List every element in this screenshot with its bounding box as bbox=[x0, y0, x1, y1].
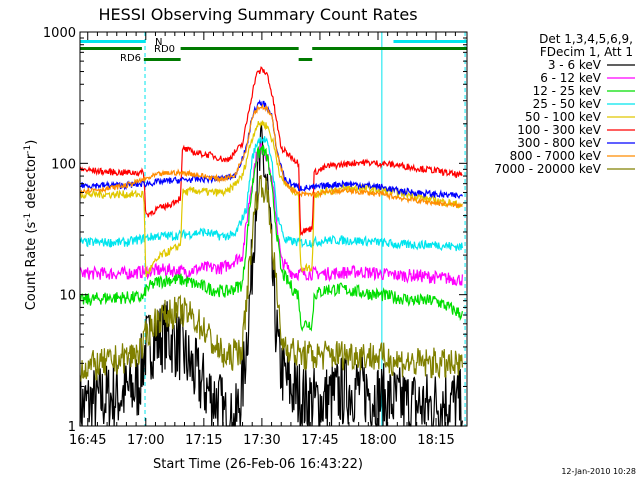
series-line-7 bbox=[79, 103, 463, 209]
flag-n-label: N bbox=[155, 37, 162, 48]
flag-n-bar-0 bbox=[80, 40, 146, 43]
y-axis-label-sup-1: -1 bbox=[23, 213, 33, 222]
y-tick-label-2: 100 bbox=[51, 157, 76, 172]
flag-rd0-label: RD0 bbox=[154, 44, 175, 55]
series-line-3 bbox=[79, 136, 463, 252]
x-axis-label: Start Time (26-Feb-06 16:43:22) bbox=[153, 457, 363, 472]
y-axis-label-mid: detector bbox=[24, 153, 39, 213]
legend-header-line-2: FDecim 1, Att 1 bbox=[540, 45, 633, 59]
series-line-8 bbox=[79, 174, 463, 382]
series-line-1 bbox=[79, 141, 463, 287]
flag-rd0-bar-0 bbox=[80, 47, 142, 50]
y-axis-label-end: ) bbox=[24, 140, 39, 145]
legend-label-7: 800 - 7000 keV bbox=[510, 149, 602, 163]
flag-rd0-bar-1 bbox=[180, 47, 299, 50]
y-axis-label-main: Count Rate (s bbox=[24, 222, 39, 311]
series-line-2 bbox=[79, 144, 463, 332]
y-axis-label: Count Rate (s-1 detector-1) bbox=[23, 140, 39, 311]
y-axis-label-sup-2: -1 bbox=[23, 145, 33, 154]
x-tick-label-1: 17:00 bbox=[127, 433, 164, 448]
x-tick-label-0: 16:45 bbox=[69, 433, 106, 448]
series-line-4 bbox=[79, 120, 463, 278]
series-line-6 bbox=[79, 99, 463, 200]
legend-label-8: 7000 - 20000 keV bbox=[494, 162, 601, 176]
series-line-5 bbox=[79, 66, 463, 237]
plot-frame bbox=[79, 31, 468, 427]
legend-label-0: 3 - 6 keV bbox=[548, 58, 602, 72]
chart-title: HESSI Observing Summary Count Rates bbox=[98, 5, 417, 24]
x-tick-label-4: 17:45 bbox=[301, 433, 338, 448]
flag-rd6-bar-1 bbox=[298, 58, 313, 61]
x-tick-label-2: 17:15 bbox=[185, 433, 222, 448]
legend-label-2: 12 - 25 keV bbox=[533, 84, 602, 98]
y-tick-label-1: 10 bbox=[59, 289, 76, 304]
y-tick-label-3: 1000 bbox=[43, 26, 76, 41]
y-tick-label-0: 1 bbox=[68, 420, 76, 435]
legend-label-1: 6 - 12 keV bbox=[540, 71, 602, 85]
legend-label-5: 100 - 300 keV bbox=[517, 123, 601, 137]
legend-label-6: 300 - 800 keV bbox=[517, 136, 601, 150]
legend-header-line-1: Det 1,3,4,5,6,9, bbox=[539, 32, 633, 46]
flag-rd6-label: RD6 bbox=[120, 53, 141, 64]
flag-rd0-bar-2 bbox=[312, 47, 467, 50]
series-line-0 bbox=[79, 122, 463, 427]
x-tick-label-3: 17:30 bbox=[243, 433, 280, 448]
footer-date: 12-Jan-2010 10:28 bbox=[561, 467, 636, 476]
legend-label-3: 25 - 50 keV bbox=[533, 97, 602, 111]
legend-label-4: 50 - 100 keV bbox=[525, 110, 602, 124]
x-tick-label-5: 18:00 bbox=[359, 433, 396, 448]
x-tick-label-6: 18:15 bbox=[417, 433, 454, 448]
flag-n-bar-1 bbox=[393, 40, 467, 43]
flag-rd6-bar-0 bbox=[143, 58, 181, 61]
